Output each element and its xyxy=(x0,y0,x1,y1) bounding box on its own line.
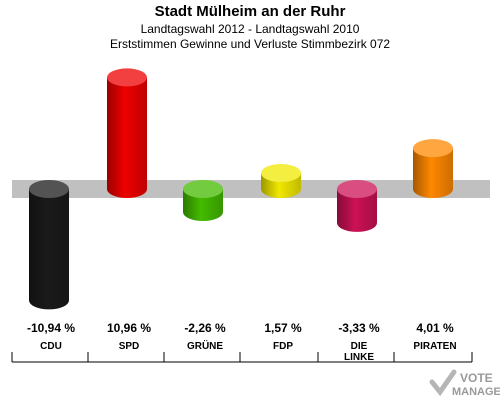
bar-top-cap xyxy=(107,68,147,87)
bar-die-linke xyxy=(337,180,377,232)
bar-bottom-cap xyxy=(337,213,377,232)
value-label: 10,96 % xyxy=(107,321,151,335)
bar-fdp xyxy=(261,164,301,198)
bar-top-cap xyxy=(261,164,301,183)
bar-spd xyxy=(107,68,147,198)
category-label: GRÜNE xyxy=(187,339,223,352)
bar-piraten xyxy=(413,139,453,198)
bar-bottom-cap xyxy=(261,180,301,198)
value-label: 1,57 % xyxy=(264,321,302,335)
vote-manager-logo: VOTE MANAGER xyxy=(429,369,500,398)
bar-grüne xyxy=(183,180,223,222)
category-label: CDU xyxy=(40,341,62,352)
chart-description: Erststimmen Gewinne und Verluste Stimmbe… xyxy=(109,37,391,51)
category-label: SPD xyxy=(119,341,140,352)
bar-bottom-cap xyxy=(107,180,147,198)
logo-text-manager: MANAGER xyxy=(452,386,500,398)
value-label: -10,94 % xyxy=(27,321,75,335)
bar-top-cap xyxy=(29,180,69,198)
bar-top-cap xyxy=(337,180,377,198)
category-label: DIE xyxy=(351,341,368,352)
bar-bottom-cap xyxy=(29,291,69,310)
chart-title: Stadt Mülheim an der Ruhr xyxy=(154,3,346,20)
bar-top-cap xyxy=(183,180,223,198)
category-label: PIRATEN xyxy=(413,341,456,352)
value-label: 4,01 % xyxy=(416,321,454,335)
bar-body xyxy=(29,189,69,301)
logo-text-vote: VOTE xyxy=(460,371,493,385)
bar-bottom-cap xyxy=(413,180,453,198)
bar-bottom-cap xyxy=(183,203,223,222)
bar-body xyxy=(107,77,147,189)
bar-top-cap xyxy=(413,139,453,158)
category-label: FDP xyxy=(273,341,293,352)
checkmark-icon xyxy=(429,369,457,397)
chart-subtitle: Landtagswahl 2012 - Landtagswahl 2010 xyxy=(140,22,360,36)
category-label: LINKE xyxy=(344,352,374,363)
value-label: -2,26 % xyxy=(184,321,226,335)
bar-cdu xyxy=(29,180,69,310)
value-label: -3,33 % xyxy=(338,321,380,335)
